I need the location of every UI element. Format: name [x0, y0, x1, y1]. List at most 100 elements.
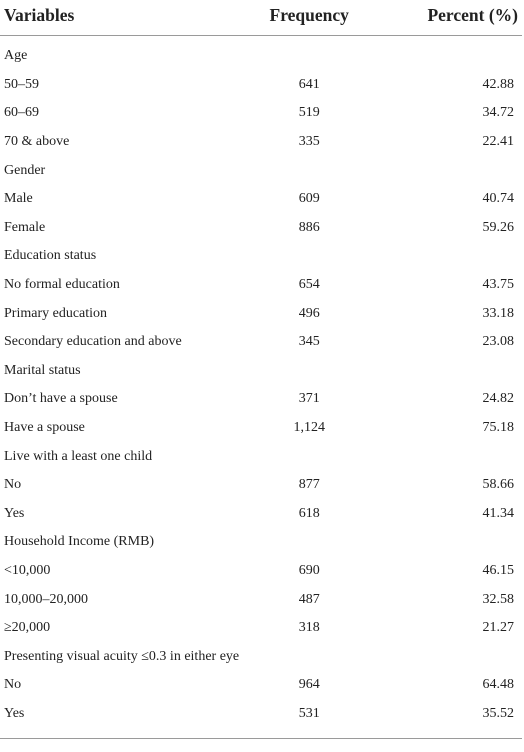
frequency-cell — [239, 156, 379, 185]
frequency-cell — [239, 442, 379, 471]
frequency-cell — [239, 242, 379, 271]
table-bottom-rule — [0, 728, 522, 740]
variable-cell: 10,000–20,000 — [4, 591, 88, 607]
percent-cell: 41.34 — [482, 505, 515, 521]
variable-cell: No — [4, 477, 22, 493]
percent-cell: 40.74 — [482, 191, 515, 207]
table-row: Household Income (RMB) — [0, 528, 522, 557]
table-row: <10,000 690 46.15 — [0, 557, 522, 586]
table-row: Yes 618 41.34 — [0, 500, 522, 529]
variable-cell: Yes — [4, 505, 25, 521]
variable-cell: 50–59 — [4, 76, 39, 92]
table-row: Female 886 59.26 — [0, 214, 522, 243]
table-row: Male 609 40.74 — [0, 185, 522, 214]
frequency-cell: 641 — [298, 76, 320, 92]
frequency-cell: 335 — [298, 134, 320, 150]
frequency-cell: 877 — [298, 477, 320, 493]
variable-cell: 60–69 — [4, 105, 39, 121]
frequency-cell: 496 — [298, 305, 320, 321]
variable-cell: Presenting visual acuity ≤0.3 in either … — [4, 648, 240, 664]
table-row: 10,000–20,000 487 32.58 — [0, 585, 522, 614]
percent-cell: 64.48 — [482, 677, 515, 693]
table-row: No formal education 654 43.75 — [0, 271, 522, 300]
percent-cell — [379, 442, 522, 471]
frequency-cell: 690 — [298, 562, 320, 578]
variable-cell: Marital status — [4, 362, 81, 378]
table-row: 50–59 641 42.88 — [0, 71, 522, 100]
frequency-cell: 618 — [298, 505, 320, 521]
percent-cell: 34.72 — [482, 105, 515, 121]
percent-cell: 24.82 — [482, 391, 515, 407]
variable-cell: Gender — [4, 162, 46, 178]
frequency-cell: 964 — [298, 677, 320, 693]
variable-cell: ≥20,000 — [4, 620, 51, 636]
table-row: Age — [0, 42, 522, 71]
table-row: No 964 64.48 — [0, 671, 522, 700]
table-row: Presenting visual acuity ≤0.3 in either … — [0, 642, 522, 671]
frequency-cell: 531 — [298, 705, 320, 721]
frequency-cell: 609 — [298, 191, 320, 207]
frequency-cell — [239, 357, 379, 386]
percent-cell — [379, 242, 522, 271]
frequency-cell — [239, 642, 379, 671]
percent-cell: 32.58 — [482, 591, 515, 607]
percent-cell — [379, 642, 522, 671]
percent-cell: 35.52 — [482, 705, 515, 721]
table-row: ≥20,000 318 21.27 — [0, 614, 522, 643]
frequency-cell: 318 — [298, 620, 320, 636]
variable-cell: No formal education — [4, 277, 120, 293]
table-row: Primary education 496 33.18 — [0, 299, 522, 328]
percent-cell: 59.26 — [482, 219, 515, 235]
variable-cell: Don’t have a spouse — [4, 391, 118, 407]
percent-cell — [379, 156, 522, 185]
table-row: Secondary education and above 345 23.08 — [0, 328, 522, 357]
percent-cell: 22.41 — [482, 134, 515, 150]
percent-cell: 58.66 — [482, 477, 515, 493]
frequency-cell: 1,124 — [293, 420, 325, 436]
frequency-cell: 654 — [298, 277, 320, 293]
percent-cell — [379, 528, 522, 557]
percent-cell: 23.08 — [482, 334, 515, 350]
table-row: 70 & above 335 22.41 — [0, 128, 522, 157]
frequency-cell: 886 — [298, 219, 320, 235]
percent-cell: 42.88 — [482, 76, 515, 92]
frequency-cell: 371 — [298, 391, 320, 407]
percent-cell — [379, 357, 522, 386]
percent-cell: 43.75 — [482, 277, 515, 293]
frequency-cell: 345 — [298, 334, 320, 350]
table-row: Marital status — [0, 357, 522, 386]
variable-cell: Education status — [4, 248, 97, 264]
percent-cell: 75.18 — [482, 420, 515, 436]
table-row: Live with a least one child — [0, 442, 522, 471]
variable-cell: Male — [4, 191, 33, 207]
variable-cell: No — [4, 677, 22, 693]
header-variables: Variables — [0, 0, 240, 36]
variable-cell: <10,000 — [4, 562, 51, 578]
table-row: Yes 531 35.52 — [0, 700, 522, 729]
table-row: 60–69 519 34.72 — [0, 99, 522, 128]
table-row: No 877 58.66 — [0, 471, 522, 500]
table-row: Education status — [0, 242, 522, 271]
variable-cell: Have a spouse — [4, 420, 85, 436]
percent-cell: 33.18 — [482, 305, 515, 321]
table-header-row: Variables Frequency Percent (%) — [0, 0, 522, 36]
variable-cell: Yes — [4, 705, 25, 721]
table-body: Age 50–59 641 42.88 60–69 519 34.72 70 & above 3… — [0, 36, 522, 729]
header-frequency: Frequency — [239, 0, 380, 36]
variable-cell: Live with a least one child — [4, 448, 153, 464]
percent-cell: 46.15 — [482, 562, 515, 578]
frequency-cell — [239, 42, 379, 71]
variable-cell: Primary education — [4, 305, 108, 321]
variable-cell: Female — [4, 219, 46, 235]
percent-cell — [379, 42, 522, 71]
variable-cell: 70 & above — [4, 134, 70, 150]
frequency-cell: 519 — [298, 105, 320, 121]
frequency-cell: 487 — [298, 591, 320, 607]
header-percent: Percent (%) — [379, 0, 522, 36]
percent-cell: 21.27 — [482, 620, 515, 636]
table-row: Gender — [0, 156, 522, 185]
frequency-cell — [239, 528, 379, 557]
variable-cell: Household Income (RMB) — [4, 534, 155, 550]
table-row: Don’t have a spouse 371 24.82 — [0, 385, 522, 414]
